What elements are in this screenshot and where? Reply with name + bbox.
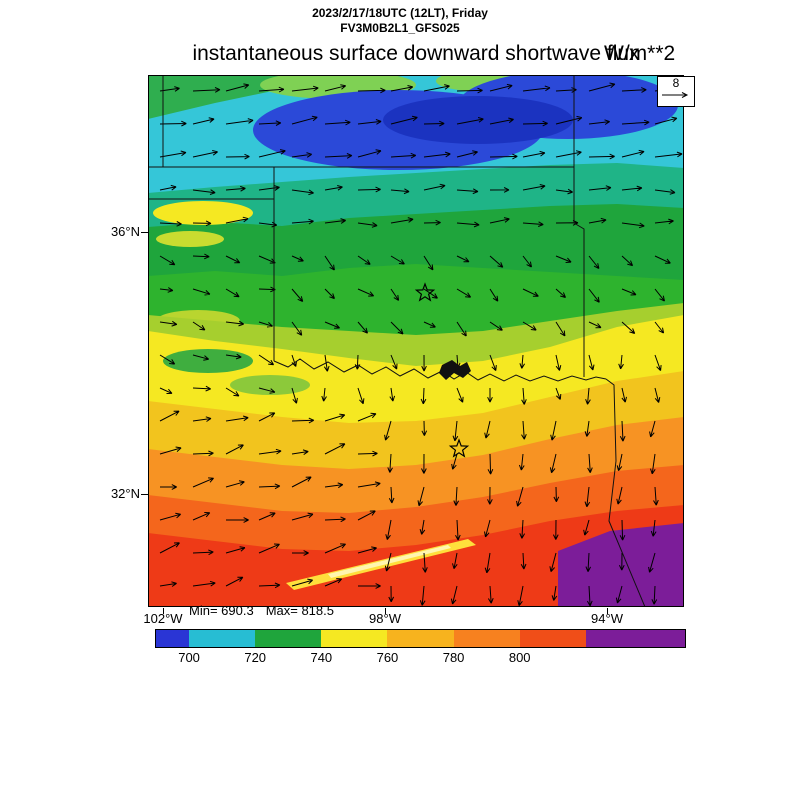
lon-label: 102°W bbox=[143, 611, 183, 626]
colorbar-segment bbox=[255, 630, 322, 647]
plot-title: instantaneous surface downward shortwave… bbox=[192, 42, 640, 65]
left-ygreen-patch bbox=[156, 231, 224, 247]
minmax-stats: Min= 690.3 Max= 818.5 bbox=[189, 603, 334, 618]
colorbar-tick: 700 bbox=[178, 650, 200, 665]
wind-reference-arrow-icon bbox=[662, 92, 689, 98]
colorbar-segment bbox=[453, 630, 520, 647]
state-border bbox=[573, 167, 585, 377]
lake-marker bbox=[439, 360, 471, 380]
pale-streak bbox=[328, 545, 451, 578]
colorbar-segment bbox=[387, 630, 454, 647]
colorbar-tick: 780 bbox=[442, 650, 465, 665]
lon-tick bbox=[163, 608, 164, 614]
colorbar: 700 720 740 760 780 800 bbox=[155, 629, 686, 669]
colorbar-segments bbox=[155, 629, 686, 648]
max-value: Max= 818.5 bbox=[265, 603, 334, 618]
lat-tick bbox=[141, 232, 148, 233]
city-star-marker bbox=[414, 282, 436, 302]
lon-tick bbox=[607, 608, 608, 614]
lat-tick bbox=[141, 494, 148, 495]
units-label: W/m**2 bbox=[604, 42, 676, 65]
city-star-marker bbox=[448, 438, 470, 458]
wind-reference-value: 8 bbox=[672, 76, 680, 90]
colorbar-segment bbox=[585, 630, 685, 647]
colorbar-tick: 760 bbox=[376, 650, 399, 665]
wind-reference-box: 8 bbox=[657, 76, 695, 107]
colorbar-segment bbox=[156, 630, 190, 647]
wind-arrows bbox=[159, 82, 683, 607]
map-frame bbox=[148, 75, 684, 607]
lon-label: 98°W bbox=[369, 611, 401, 626]
colorbar-segment bbox=[519, 630, 586, 647]
green-mottle bbox=[163, 349, 253, 373]
colorbar-tick: 740 bbox=[310, 650, 333, 665]
state-border bbox=[605, 378, 646, 607]
contour-map bbox=[148, 75, 684, 607]
min-value: Min= 690.3 bbox=[189, 603, 254, 618]
lon-label: 94°W bbox=[591, 611, 623, 626]
model-header: FV3M0B2L1_GFS025 bbox=[340, 21, 460, 35]
lat-label: 36°N bbox=[110, 224, 140, 239]
colorbar-segment bbox=[189, 630, 256, 647]
green-mottle bbox=[230, 375, 310, 395]
colorbar-segment bbox=[321, 630, 388, 647]
datetime-header: 2023/2/17/18UTC (12LT), Friday bbox=[312, 6, 488, 20]
left-yellow-patch bbox=[153, 201, 253, 225]
flux-bands-layer bbox=[148, 75, 684, 607]
map-area bbox=[148, 75, 684, 607]
colorbar-tick: 720 bbox=[244, 650, 267, 665]
lat-label: 32°N bbox=[110, 486, 140, 501]
wind-vectors-layer bbox=[159, 82, 683, 607]
lon-tick bbox=[385, 608, 386, 614]
colorbar-tick: 800 bbox=[508, 650, 531, 665]
geography-layer bbox=[148, 75, 646, 607]
